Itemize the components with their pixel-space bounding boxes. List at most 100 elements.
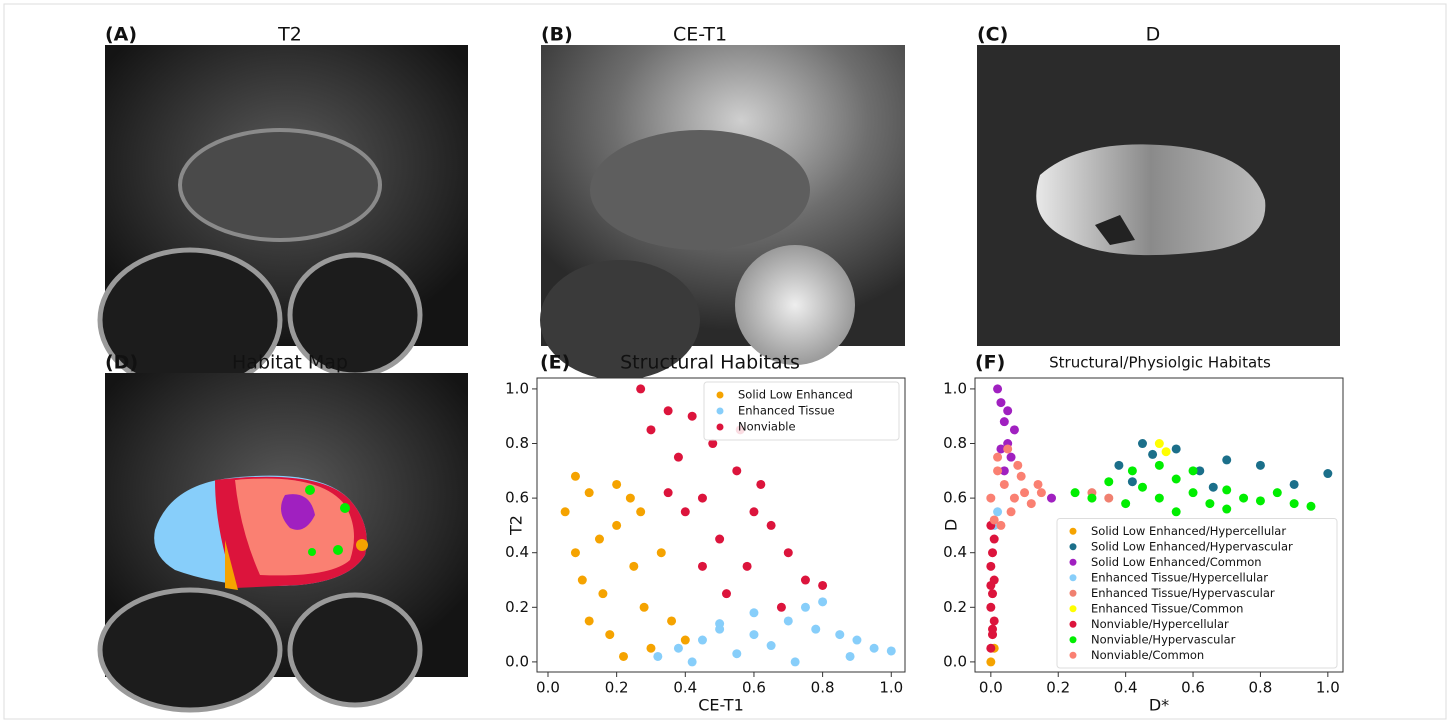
point [722, 589, 731, 598]
point [1020, 488, 1029, 497]
y-tick-label: 1.0 [505, 379, 529, 397]
legend-marker [1070, 559, 1077, 566]
point [990, 616, 999, 625]
point [619, 652, 628, 661]
point [1155, 494, 1164, 503]
legend-marker [1070, 528, 1077, 535]
chart-title: Structural/Physiolgic Habitats [1049, 354, 1271, 372]
point [664, 488, 673, 497]
figure: (A)T2(B)CE-T1(C)D(D)Habitat Map(E)Struct… [0, 0, 1451, 724]
point [1003, 444, 1012, 453]
point [612, 480, 621, 489]
point [1222, 505, 1231, 514]
point [993, 466, 1002, 475]
point [1148, 450, 1157, 459]
point [578, 576, 587, 585]
legend-label: Enhanced Tissue/Common [1091, 601, 1243, 615]
panel-label: (C) [977, 24, 1008, 46]
legend-label: Solid Low Enhanced [738, 388, 853, 402]
point [1155, 461, 1164, 470]
point [1155, 439, 1164, 448]
panel-title: T2 [277, 24, 302, 46]
point [1003, 406, 1012, 415]
point [1256, 461, 1265, 470]
point [640, 603, 649, 612]
legend-label: Nonviable/Hypercellular [1091, 617, 1229, 631]
y-tick-label: 0.6 [505, 489, 529, 507]
point [688, 657, 697, 666]
point [852, 636, 861, 645]
legend-label: Enhanced Tissue [738, 404, 835, 418]
legend-marker [717, 424, 724, 431]
y-tick-label: 0.6 [943, 489, 967, 507]
x-tick-label: 0.8 [811, 679, 835, 697]
point [743, 562, 752, 571]
y-tick-label: 0.0 [943, 652, 967, 670]
point [612, 521, 621, 530]
y-tick-label: 0.0 [505, 652, 529, 670]
x-tick-label: 0.4 [1114, 679, 1138, 697]
point [988, 625, 997, 634]
point [605, 630, 614, 639]
point [1047, 494, 1056, 503]
y-tick-label: 0.2 [505, 598, 529, 616]
y-tick-label: 1.0 [943, 379, 967, 397]
point [1290, 499, 1299, 508]
legend-label: Solid Low Enhanced/Hypercellular [1091, 524, 1286, 538]
point [732, 649, 741, 658]
point [986, 562, 995, 571]
panel-label: (D) [105, 352, 138, 374]
point [1010, 494, 1019, 503]
point [561, 507, 570, 516]
x-tick-label: 0.0 [536, 679, 560, 697]
point [657, 548, 666, 557]
point [1128, 466, 1137, 475]
point [1027, 499, 1036, 508]
legend-marker [1070, 621, 1077, 628]
point [767, 641, 776, 650]
point [784, 616, 793, 625]
image-c [977, 45, 1340, 346]
point [698, 494, 707, 503]
point [1071, 488, 1080, 497]
point [664, 406, 673, 415]
x-tick-label: 0.2 [605, 679, 629, 697]
point [698, 562, 707, 571]
point [870, 644, 879, 653]
legend-marker [1070, 652, 1077, 659]
point [835, 630, 844, 639]
point [784, 548, 793, 557]
legend-label: Solid Low Enhanced/Hypervascular [1091, 539, 1293, 553]
point [986, 657, 995, 666]
point [777, 603, 786, 612]
point [801, 603, 810, 612]
point [990, 535, 999, 544]
point [1104, 477, 1113, 486]
x-tick-label: 1.0 [879, 679, 903, 697]
point [1000, 480, 1009, 489]
x-axis-label: D* [1149, 696, 1169, 715]
point [1138, 439, 1147, 448]
legend-marker [1070, 590, 1077, 597]
point [667, 616, 676, 625]
point [1007, 453, 1016, 462]
point [767, 521, 776, 530]
panel-title: CE-T1 [673, 24, 727, 46]
point [653, 652, 662, 661]
point [1172, 475, 1181, 484]
x-tick-label: 0.8 [1249, 679, 1273, 697]
point [986, 603, 995, 612]
chart-title: Structural Habitats [620, 352, 800, 374]
legend-marker [1070, 605, 1077, 612]
x-tick-label: 1.0 [1316, 679, 1340, 697]
point [646, 425, 655, 434]
legend-marker [717, 392, 724, 399]
point [585, 616, 594, 625]
point [1189, 488, 1198, 497]
point [818, 597, 827, 606]
point [986, 494, 995, 503]
y-axis-label: D [942, 519, 961, 531]
x-tick-label: 0.2 [1046, 679, 1070, 697]
point [801, 576, 810, 585]
legend-marker [1070, 543, 1077, 550]
